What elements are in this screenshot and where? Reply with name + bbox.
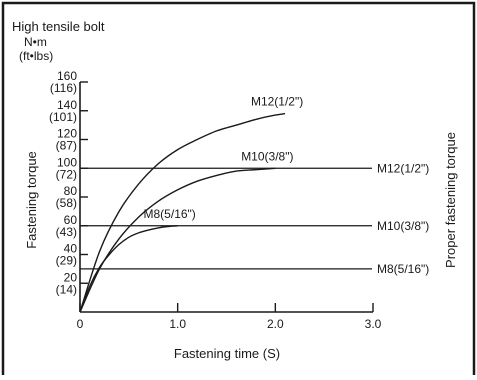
y-tick-sublabel: (87): [56, 139, 77, 153]
series-line-1: [79, 167, 276, 313]
x-axis-label: Fastening time (S): [174, 346, 280, 361]
series-label-1: M10(3/8"): [241, 149, 293, 163]
y-tick-sublabel: (29): [56, 254, 77, 268]
series-line-0: [79, 112, 286, 313]
y-tick-sublabel: (72): [56, 167, 77, 181]
y-axis-label: Fastening torque: [24, 151, 39, 249]
x-tick-label: 1.0: [169, 317, 186, 331]
y-tick-sublabel: (43): [56, 225, 77, 239]
series-line-2: [79, 225, 178, 313]
reference-line-label: M10(3/8"): [377, 219, 429, 233]
y-tick-label: 160: [57, 69, 77, 83]
unit-secondary: (ft•lbs): [19, 49, 53, 63]
y-tick-sublabel: (101): [49, 110, 77, 124]
y-tick-sublabel: (116): [50, 81, 77, 95]
y-tick-label: 120: [57, 127, 77, 141]
axis-ticks: 20(14) 40(29) 60(43) 80(58) 100(72) 120(87) 14…: [49, 69, 382, 331]
y-tick-label: 20: [64, 270, 78, 284]
series-label-2: M8(5/16"): [144, 207, 196, 221]
unit-primary: N•m: [24, 35, 47, 49]
y-tick-label: 40: [64, 242, 78, 256]
x-tick-label: 3.0: [365, 317, 382, 331]
y-tick-label: 80: [64, 184, 78, 198]
x-tick-label: 0: [77, 317, 84, 331]
y-tick-sublabel: (14): [56, 282, 77, 296]
reference-line-label: M8(5/16"): [377, 262, 429, 276]
y-tick-label: 60: [64, 213, 78, 227]
series-curves: M12(1/2") M10(3/8") M8(5/16"): [79, 95, 303, 313]
y-tick-label: 140: [57, 98, 77, 112]
reference-line-label: M12(1/2"): [377, 161, 429, 175]
chart-title: High tensile bolt: [12, 19, 105, 34]
x-tick-label: 2.0: [267, 317, 284, 331]
series-label-0: M12(1/2"): [251, 95, 303, 109]
reference-lines: M12(1/2") M10(3/8") M8(5/16"): [80, 161, 429, 276]
y-axis-label-right: Proper fastening torque: [443, 132, 458, 268]
y-tick-label: 100: [57, 155, 77, 169]
y-tick-sublabel: (58): [56, 196, 77, 210]
